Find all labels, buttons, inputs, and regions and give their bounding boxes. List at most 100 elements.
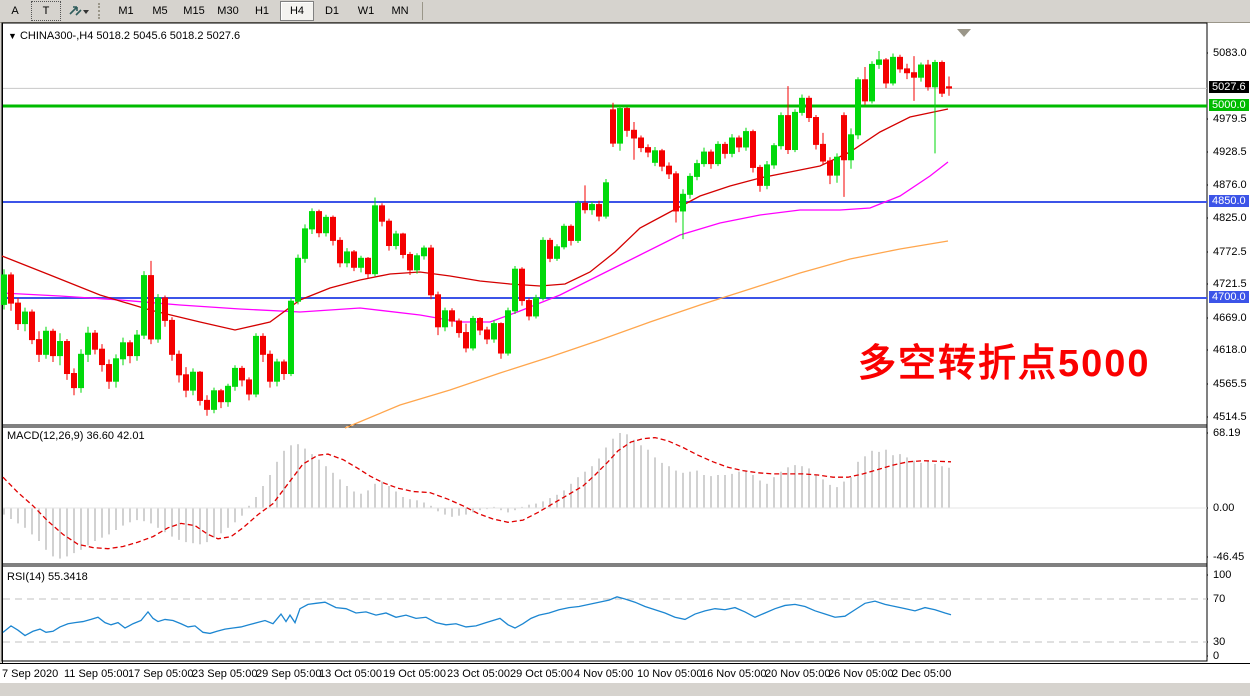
- chart-annotation-text[interactable]: 多空转折点5000: [858, 343, 1151, 385]
- candle-body: [778, 115, 784, 147]
- time-axis-label: 17 Sep 05:00: [128, 668, 194, 680]
- timeframe-button-w1[interactable]: W1: [357, 5, 375, 17]
- price-axis-label: 4876.0: [1213, 179, 1247, 191]
- text-tool-button[interactable]: T: [31, 1, 61, 21]
- rsi-line: [2, 596, 952, 637]
- timeframe-button-h4[interactable]: H4: [280, 1, 314, 21]
- candle-body: [897, 56, 903, 70]
- candle-body: [918, 64, 924, 78]
- candle-body: [477, 317, 483, 331]
- time-axis-label: 29 Sep 05:00: [256, 668, 322, 680]
- candle-body: [162, 297, 168, 321]
- timeframe-button-m30[interactable]: M30: [217, 5, 239, 17]
- candle-body: [925, 64, 931, 88]
- dropdown-triangle-icon[interactable]: ▼: [8, 31, 17, 41]
- candle-body: [183, 374, 189, 391]
- candle-body: [218, 390, 224, 403]
- candle-body: [358, 257, 364, 268]
- candle-body: [575, 202, 581, 241]
- price-axis-label: 4772.5: [1213, 246, 1247, 258]
- time-axis-label: 19 Oct 05:00: [383, 668, 446, 680]
- timeframe-button-m5[interactable]: M5: [152, 5, 168, 17]
- ma-slow-line: [344, 240, 949, 429]
- time-axis-label: 11 Sep 05:00: [64, 668, 129, 680]
- candle-body: [456, 320, 462, 334]
- candle-body: [113, 358, 119, 382]
- candle-body: [799, 97, 805, 113]
- price-axis-label: 4825.0: [1213, 212, 1247, 224]
- arrows-dropdown-button[interactable]: [63, 2, 93, 20]
- candle-body: [771, 145, 777, 166]
- price-axis-label: 4700.0: [1209, 291, 1249, 303]
- chart-area[interactable]: [2, 23, 1208, 663]
- candle-body: [708, 151, 714, 165]
- candle-body: [225, 385, 231, 403]
- candle-body: [253, 335, 259, 395]
- candle-body: [330, 216, 336, 241]
- candle-body: [673, 173, 679, 212]
- time-axis-label: 23 Oct 05:00: [447, 668, 510, 680]
- candle-body: [743, 131, 749, 148]
- time-axis-label: 16 Nov 05:00: [701, 668, 767, 680]
- candle-body: [869, 63, 875, 102]
- candle-body: [659, 150, 665, 167]
- candle-body: [876, 59, 882, 65]
- price-axis-label: 4669.0: [1213, 312, 1247, 324]
- candle-body: [911, 72, 917, 78]
- candle-body: [722, 143, 728, 154]
- candle-body: [701, 151, 707, 165]
- candle-body: [638, 137, 644, 149]
- timeframe-button-h1[interactable]: H1: [254, 5, 270, 17]
- text-label-a-button[interactable]: A: [11, 5, 19, 17]
- candle-body: [498, 323, 504, 354]
- candle-body: [15, 302, 21, 325]
- price-axis-label: 4565.5: [1213, 378, 1247, 390]
- candle-body: [64, 341, 70, 375]
- candle-body: [512, 268, 518, 312]
- candle-body: [50, 330, 56, 357]
- candle-body: [841, 115, 847, 161]
- time-axis-label: 7 Sep 2020: [2, 668, 59, 680]
- candle-body: [148, 275, 154, 340]
- candle-body: [813, 117, 819, 145]
- price-axis-label: 4979.5: [1213, 113, 1247, 125]
- macd-axis-label: 68.19: [1213, 427, 1241, 439]
- candle-body: [92, 332, 98, 350]
- arrows-icon: [69, 6, 89, 16]
- timeframe-bar: M1 M5 M15 M30 H1 H4 D1 W1 MN: [109, 1, 417, 21]
- candle-body: [561, 225, 567, 248]
- timeframe-button-mn[interactable]: MN: [391, 5, 409, 17]
- candle-body: [29, 311, 35, 341]
- toolbar-grip: [98, 3, 105, 19]
- price-axis-label: 4618.0: [1213, 344, 1247, 356]
- timeframe-button-m1[interactable]: M1: [118, 5, 134, 17]
- candle-body: [351, 251, 357, 268]
- price-axis[interactable]: 5083.0 5027.6 5000.0 4979.5 4928.5 4876.0 4850…: [1208, 23, 1250, 663]
- candle-body: [750, 131, 756, 168]
- candle-body: [582, 202, 588, 211]
- candle-body: [764, 164, 770, 186]
- candle-body: [155, 297, 161, 340]
- candle-body: [99, 348, 105, 366]
- timeframe-button-m15[interactable]: M15: [183, 5, 205, 17]
- candle-body: [687, 175, 693, 195]
- candle-body: [414, 255, 420, 271]
- candle-body: [491, 323, 497, 340]
- candle-body: [554, 246, 560, 259]
- candle-body: [141, 275, 147, 336]
- candle-body: [834, 156, 840, 176]
- time-axis[interactable]: 7 Sep 2020 11 Sep 05:00 17 Sep 05:00 23 Sep…: [0, 663, 1250, 683]
- candle-body: [855, 79, 861, 136]
- candle-body: [785, 115, 791, 151]
- candle-body: [246, 379, 252, 395]
- time-axis-label: 10 Nov 05:00: [637, 668, 703, 680]
- time-axis-label: 26 Nov 05:00: [828, 668, 894, 680]
- candle-body: [8, 274, 14, 304]
- candle-body: [540, 239, 546, 299]
- candle-body: [848, 134, 854, 161]
- timeframe-button-d1[interactable]: D1: [324, 5, 340, 17]
- candle-body: [169, 319, 175, 355]
- candle-body: [239, 367, 245, 381]
- candle-body: [57, 341, 63, 357]
